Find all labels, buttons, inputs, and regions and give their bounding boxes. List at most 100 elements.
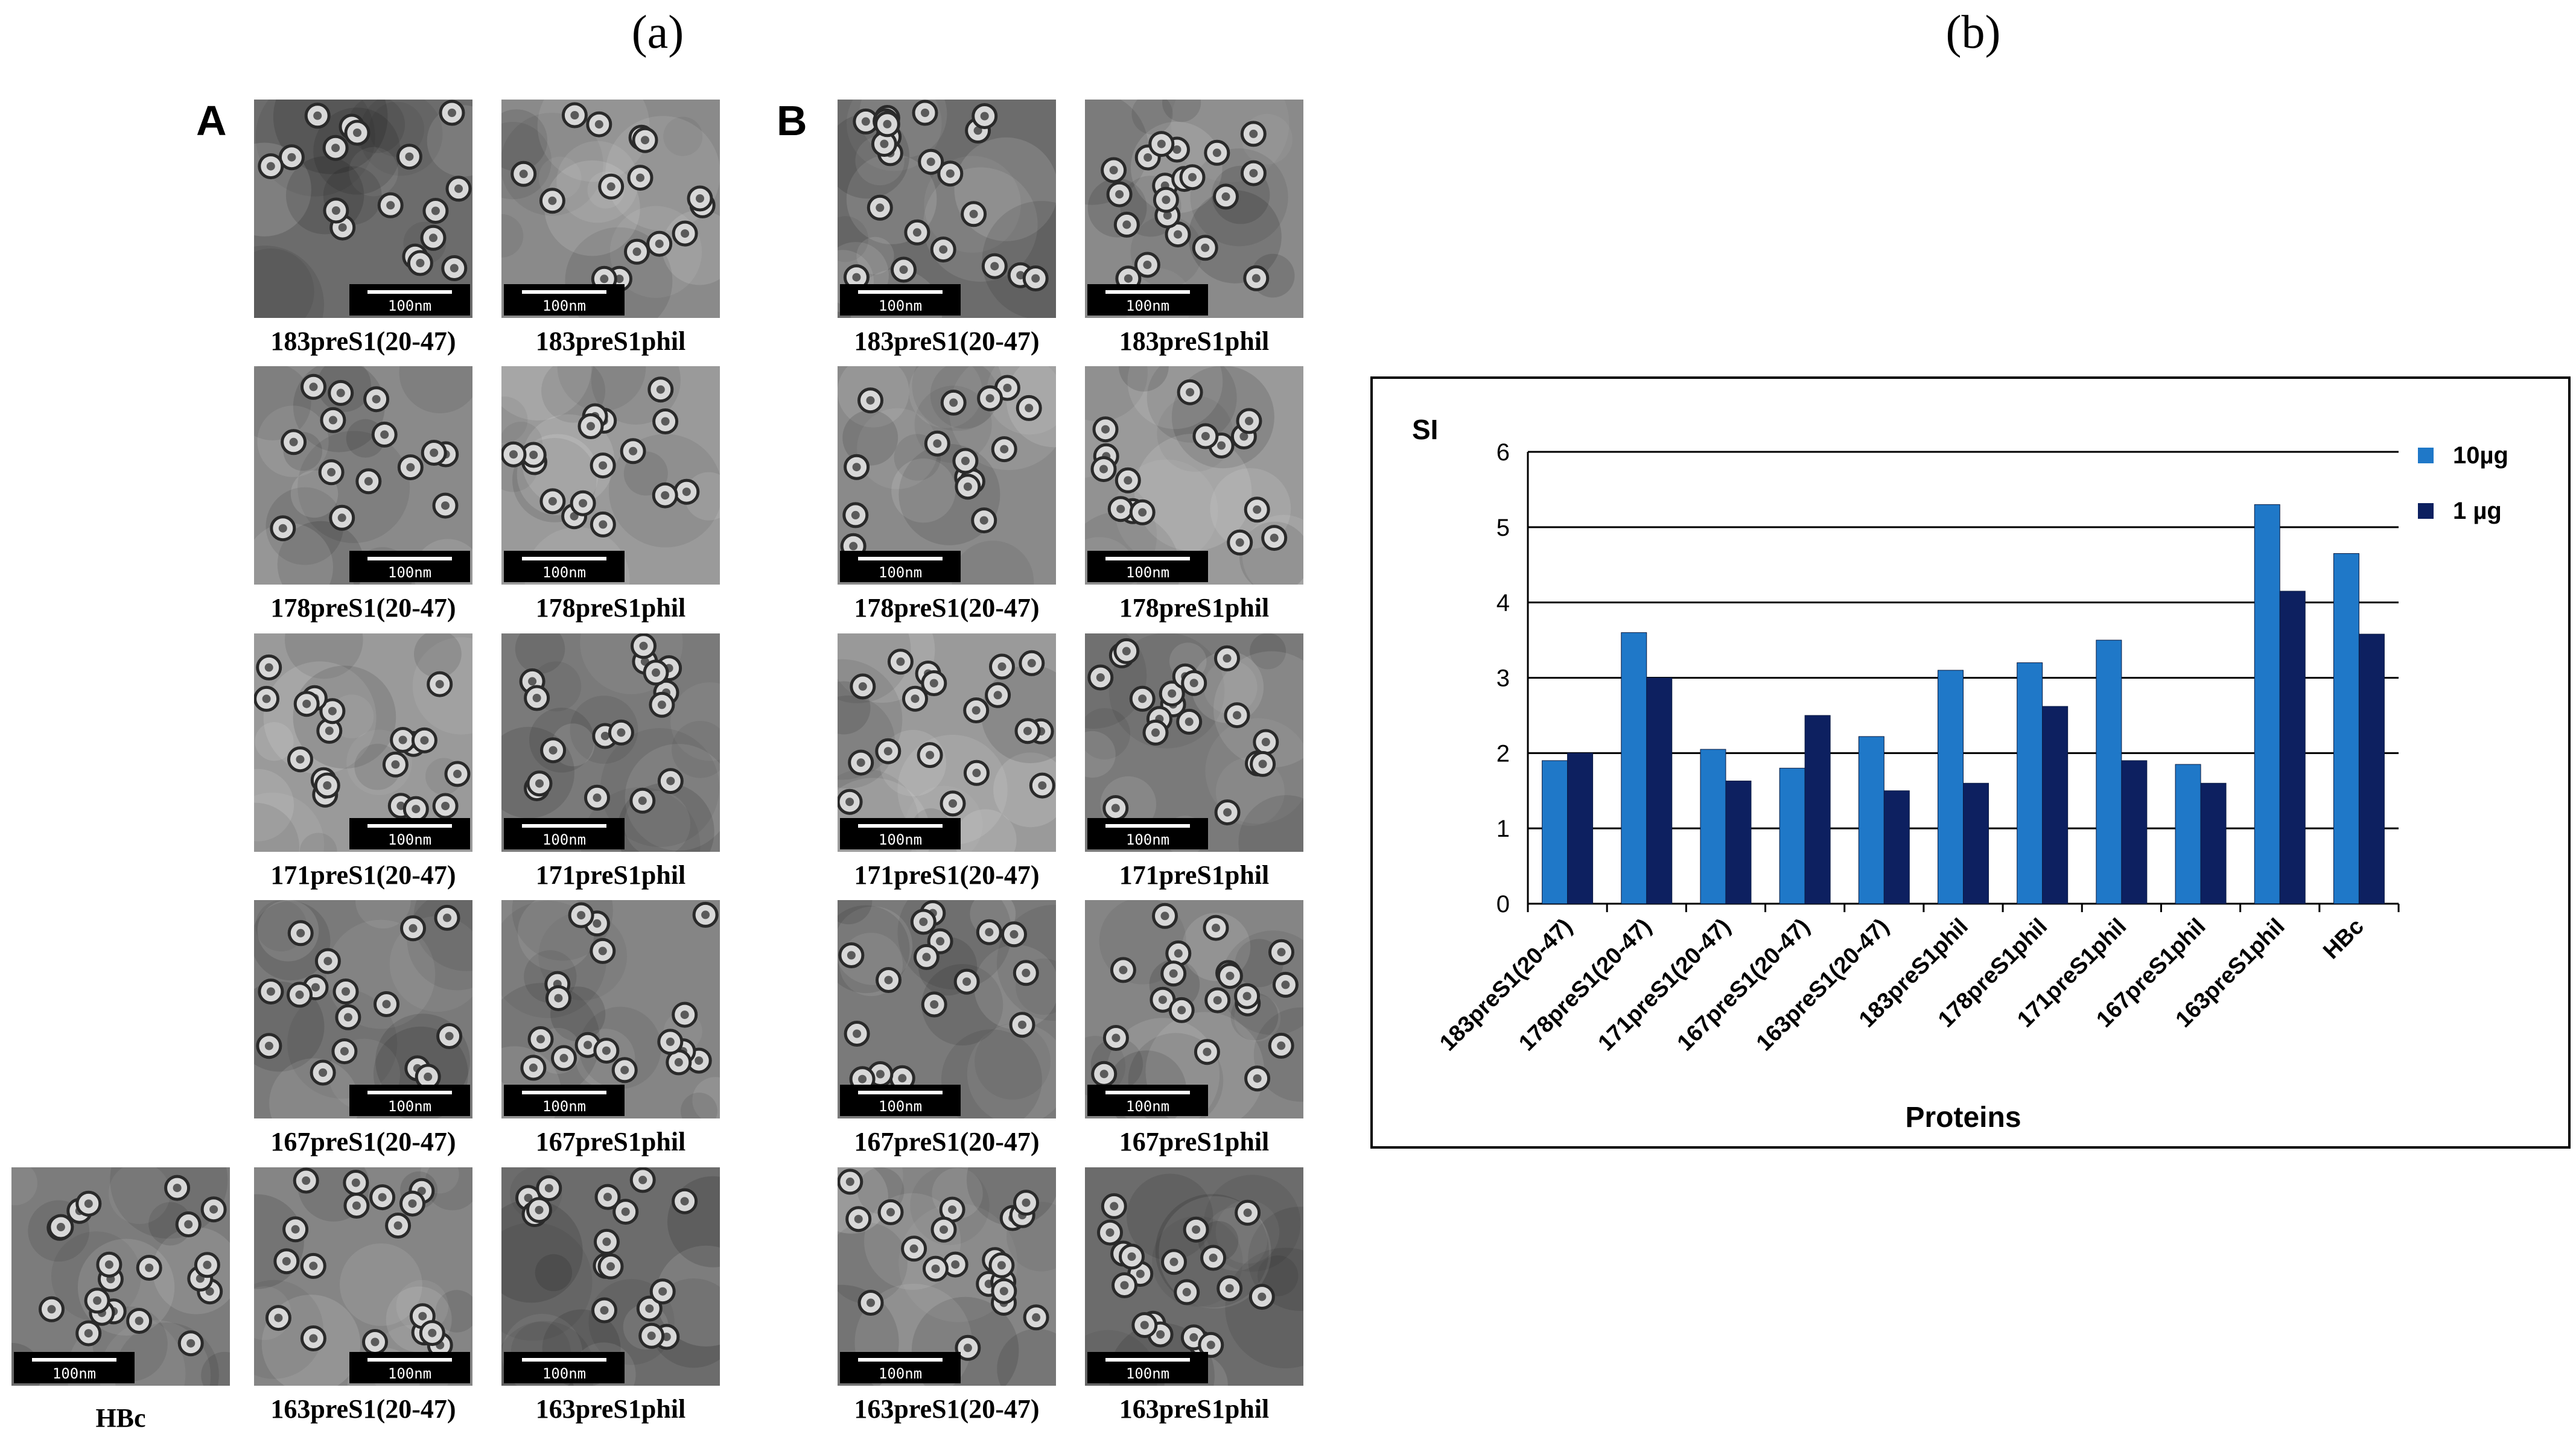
caption-a-3: 178preS1phil <box>484 592 737 623</box>
caption-a-0: 183preS1(20-47) <box>237 326 490 357</box>
scale-bar-label: 100nm <box>388 1098 431 1115</box>
caption-b-1: 183preS1phil <box>1067 326 1321 357</box>
bar-series1-10 <box>2333 554 2359 904</box>
caption-b-6: 167preS1(20-47) <box>820 1126 1073 1157</box>
micrograph-b-3: 100nm <box>1085 366 1303 585</box>
bar-series1-2 <box>1700 749 1726 904</box>
caption-b-3: 178preS1phil <box>1067 592 1321 623</box>
y-tick-label: 1 <box>1496 816 1510 842</box>
bar-series2-4 <box>1884 791 1909 904</box>
scale-bar-label: 100nm <box>879 831 922 848</box>
micrograph-b-1: 100nm <box>1085 100 1303 318</box>
micrograph-a-7: 100nm <box>501 900 720 1118</box>
bar-series1-5 <box>1938 670 1964 904</box>
caption-b-2: 178preS1(20-47) <box>820 592 1073 623</box>
micrograph-b-9: 100nm <box>1085 1167 1303 1386</box>
caption-a-2: 178preS1(20-47) <box>237 592 490 623</box>
legend-label-1: 1 µg <box>2453 498 2502 524</box>
bar-series1-1 <box>1621 633 1647 904</box>
micrograph-a-4: 100nm <box>254 633 472 852</box>
caption-a-8: 163preS1(20-47) <box>237 1394 490 1424</box>
scale-bar-label: 100nm <box>388 564 431 581</box>
legend-swatch-0 <box>2418 448 2434 463</box>
micrograph-b-2: 100nm <box>838 366 1056 585</box>
chart-frame: 0 1 2 3 4 5 6 183preS1(20-47) 178preS1(20-47) 171… <box>1370 376 2571 1149</box>
scale-bar-label: 100nm <box>52 1365 96 1382</box>
micrograph-b-8: 100nm <box>838 1167 1056 1386</box>
bar-series1-0 <box>1542 761 1568 904</box>
bar-series2-0 <box>1568 753 1593 904</box>
micrograph-a-3: 100nm <box>501 366 720 585</box>
scale-bar-label: 100nm <box>879 1098 922 1115</box>
bar-series1-8 <box>2175 764 2201 904</box>
bar-series1-4 <box>1859 737 1884 904</box>
bar-series2-8 <box>2201 783 2226 904</box>
micrograph-a-6: 100nm <box>254 900 472 1118</box>
bar-series2-7 <box>2122 761 2147 904</box>
x-tick-label: 171preS1(20-47) <box>1593 914 1735 1056</box>
y-tick-label: 4 <box>1496 590 1510 617</box>
scale-bar-label: 100nm <box>388 1365 431 1382</box>
caption-a-1: 183preS1phil <box>484 326 737 357</box>
scale-bar-label: 100nm <box>542 1365 586 1382</box>
bar-series1-9 <box>2254 504 2280 904</box>
bar-series2-10 <box>2359 634 2384 904</box>
scale-bar-label: 100nm <box>388 831 431 848</box>
y-axis-label: SI <box>1412 414 1438 445</box>
scale-bar-label: 100nm <box>388 297 431 314</box>
bar-series2-9 <box>2280 591 2305 904</box>
caption-b-7: 167preS1phil <box>1067 1126 1321 1157</box>
scale-bar-label: 100nm <box>542 564 586 581</box>
caption-b-5: 171preS1phil <box>1067 860 1321 890</box>
bar-series2-1 <box>1647 678 1672 904</box>
micrograph-b-0: 100nm <box>838 100 1056 318</box>
y-tick-label: 3 <box>1496 665 1510 692</box>
caption-b-0: 183preS1(20-47) <box>820 326 1073 357</box>
bar-series2-6 <box>2043 706 2068 904</box>
x-tick-label: HBc <box>2318 914 2368 964</box>
y-tick-label: 0 <box>1496 891 1510 918</box>
legend-swatch-1 <box>2418 503 2434 519</box>
bar-series1-6 <box>2017 663 2043 904</box>
bar-series2-3 <box>1805 715 1830 904</box>
group-label-b: B <box>777 97 807 145</box>
y-tick-label: 5 <box>1496 515 1510 541</box>
micrograph-hbc: 100nm <box>11 1167 230 1386</box>
bar-chart: 0 1 2 3 4 5 6 183preS1(20-47)178preS1(20-47)171… <box>1373 379 2568 1146</box>
bar-series1-3 <box>1779 768 1805 904</box>
y-tick-label: 6 <box>1496 439 1510 466</box>
scale-bar-label: 100nm <box>542 831 586 848</box>
caption-b-4: 171preS1(20-47) <box>820 860 1073 890</box>
legend-label-0: 10µg <box>2453 442 2508 469</box>
micrograph-a-9: 100nm <box>501 1167 720 1386</box>
caption-a-6: 167preS1(20-47) <box>237 1126 490 1157</box>
micrograph-a-5: 100nm <box>501 633 720 852</box>
bar-series1-7 <box>2096 640 2122 904</box>
x-tick-label: 163preS1(20-47) <box>1752 914 1894 1056</box>
caption-a-7: 167preS1phil <box>484 1126 737 1157</box>
bar-series2-5 <box>1964 783 1989 904</box>
micrograph-b-7: 100nm <box>1085 900 1303 1118</box>
scale-bar-label: 100nm <box>879 1365 922 1382</box>
y-tick-label: 2 <box>1496 740 1510 767</box>
micrograph-a-1: 100nm <box>501 100 720 318</box>
micrograph-b-4: 100nm <box>838 633 1056 852</box>
scale-bar-label: 100nm <box>1126 831 1169 848</box>
micrograph-b-6: 100nm <box>838 900 1056 1118</box>
caption-hbc: HBc <box>0 1403 247 1433</box>
group-label-a: A <box>196 97 227 145</box>
scale-bar-label: 100nm <box>879 297 922 314</box>
micrograph-a-2: 100nm <box>254 366 472 585</box>
micrograph-a-0: 100nm <box>254 100 472 318</box>
caption-a-4: 171preS1(20-47) <box>237 860 490 890</box>
scale-bar-label: 100nm <box>1126 1365 1169 1382</box>
caption-b-8: 163preS1(20-47) <box>820 1394 1073 1424</box>
panel-label-b: (b) <box>1913 5 2034 59</box>
caption-a-5: 171preS1phil <box>484 860 737 890</box>
scale-bar-label: 100nm <box>542 297 586 314</box>
scale-bar-label: 100nm <box>542 1098 586 1115</box>
scale-bar-label: 100nm <box>879 564 922 581</box>
scale-bar-label: 100nm <box>1126 297 1169 314</box>
caption-a-9: 163preS1phil <box>484 1394 737 1424</box>
x-tick-label: 178preS1(20-47) <box>1514 914 1656 1056</box>
